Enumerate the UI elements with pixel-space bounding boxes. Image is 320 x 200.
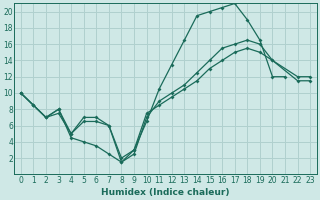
X-axis label: Humidex (Indice chaleur): Humidex (Indice chaleur): [101, 188, 230, 197]
